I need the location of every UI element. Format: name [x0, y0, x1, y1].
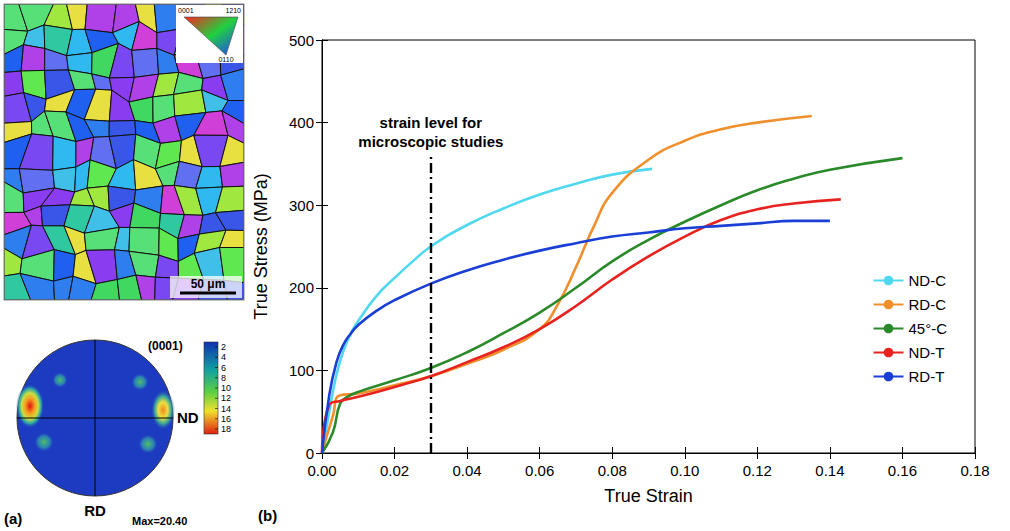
svg-text:microscopic studies: microscopic studies — [358, 133, 503, 150]
svg-text:16: 16 — [221, 414, 231, 424]
svg-text:0.18: 0.18 — [960, 462, 989, 479]
svg-text:200: 200 — [289, 279, 314, 296]
svg-text:ND-T: ND-T — [908, 344, 944, 361]
svg-text:0001: 0001 — [178, 7, 194, 14]
svg-text:6: 6 — [221, 363, 226, 373]
svg-text:50 μm: 50 μm — [191, 277, 226, 291]
svg-text:0.08: 0.08 — [598, 462, 627, 479]
svg-text:2: 2 — [221, 342, 226, 352]
svg-text:8: 8 — [221, 373, 226, 383]
svg-text:(0001): (0001) — [148, 339, 183, 353]
svg-text:12: 12 — [221, 393, 231, 403]
svg-text:0.04: 0.04 — [453, 462, 482, 479]
svg-text:0110: 0110 — [218, 56, 233, 63]
svg-text:0.06: 0.06 — [525, 462, 554, 479]
svg-text:0.12: 0.12 — [743, 462, 772, 479]
svg-text:45°-C: 45°-C — [908, 320, 947, 337]
svg-text:300: 300 — [289, 197, 314, 214]
svg-text:(b): (b) — [258, 507, 277, 524]
svg-text:0.10: 0.10 — [670, 462, 699, 479]
svg-text:True Stress (MPa): True Stress (MPa) — [251, 173, 271, 319]
svg-text:0.16: 0.16 — [888, 462, 917, 479]
svg-text:RD: RD — [84, 502, 106, 519]
svg-text:0: 0 — [306, 445, 314, 462]
svg-text:strain level for: strain level for — [380, 114, 483, 131]
svg-text:ND-C: ND-C — [908, 272, 946, 289]
svg-text:ND: ND — [177, 409, 199, 426]
svg-text:400: 400 — [289, 114, 314, 131]
svg-text:100: 100 — [289, 362, 314, 379]
svg-text:0.14: 0.14 — [815, 462, 844, 479]
svg-text:RD-C: RD-C — [908, 296, 946, 313]
svg-text:True Strain: True Strain — [604, 486, 692, 506]
svg-text:18: 18 — [221, 424, 231, 434]
svg-text:0.02: 0.02 — [380, 462, 409, 479]
svg-text:(a): (a) — [4, 510, 22, 527]
svg-text:4: 4 — [221, 352, 226, 362]
svg-text:Max=20.40: Max=20.40 — [132, 515, 187, 527]
svg-text:0.00: 0.00 — [307, 462, 336, 479]
svg-text:10: 10 — [221, 383, 231, 393]
svg-text:1210: 1210 — [225, 7, 241, 14]
svg-text:RD-T: RD-T — [908, 368, 944, 385]
svg-text:14: 14 — [221, 404, 231, 414]
svg-text:500: 500 — [289, 32, 314, 49]
